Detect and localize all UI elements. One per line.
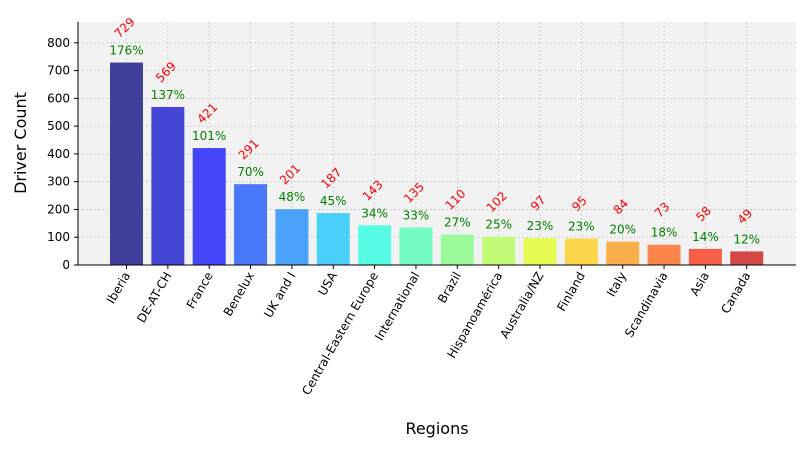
percent-label: 27% — [444, 215, 471, 229]
percent-label: 18% — [651, 226, 678, 240]
y-tick-label: 500 — [47, 119, 70, 133]
bar — [564, 238, 598, 265]
x-tick-label: Australia/NZ — [497, 270, 546, 341]
percent-label: 12% — [733, 232, 760, 246]
y-tick-label: 100 — [47, 230, 70, 244]
x-ticks: Iberia DE-AT-CH France Benelux UK and I USACe… — [104, 265, 753, 397]
y-tick-label: 400 — [47, 147, 70, 161]
bars — [110, 62, 764, 266]
bar — [110, 62, 143, 265]
plot-area — [78, 22, 796, 265]
x-tick-label: Finland — [554, 270, 588, 314]
bar — [192, 148, 226, 265]
percent-label: 34% — [361, 206, 388, 220]
y-tick-label: 0 — [62, 258, 70, 272]
percent-label: 137% — [151, 88, 185, 102]
y-tick-label: 600 — [47, 91, 70, 105]
percent-label: 70% — [237, 165, 264, 179]
bar — [151, 106, 185, 266]
bar — [399, 227, 433, 265]
bar — [647, 244, 681, 265]
y-axis-title: Driver Count — [11, 92, 30, 194]
bar — [440, 234, 474, 265]
percent-label: 33% — [403, 209, 430, 223]
x-tick-label: Asia — [687, 270, 712, 299]
x-tick-label: Canada — [718, 270, 753, 317]
percent-label: 48% — [279, 190, 306, 204]
bar — [358, 225, 392, 265]
percent-label: 176% — [109, 44, 143, 58]
x-tick-label: Brazil — [435, 270, 464, 306]
bar — [523, 238, 557, 265]
x-tick-label: Scandinavia — [622, 270, 671, 340]
x-tick-label: Central-Eastern Europe — [299, 269, 381, 397]
x-tick-label: UK and I — [261, 270, 298, 321]
y-tick-label: 200 — [47, 202, 70, 216]
x-axis-title: Regions — [405, 419, 468, 438]
y-tick-label: 700 — [47, 64, 70, 78]
percent-label: 101% — [192, 129, 226, 143]
y-tick-label: 800 — [47, 36, 70, 50]
x-tick-label: DE-AT-CH — [134, 270, 174, 326]
x-tick-label: France — [184, 270, 216, 312]
x-tick-label: Benelux — [221, 270, 257, 319]
bar — [316, 213, 350, 265]
percent-label: 14% — [692, 230, 719, 244]
bar — [275, 209, 309, 265]
percent-label: 23% — [568, 220, 595, 234]
percent-label: 45% — [320, 194, 347, 208]
y-ticks: 0 100 200 300 400 500 600 700 800 — [47, 36, 78, 272]
x-tick-label: Iberia — [104, 270, 133, 307]
x-tick-label: Italy — [604, 270, 629, 300]
bar — [234, 184, 268, 265]
percent-label: 25% — [485, 218, 512, 232]
y-tick-label: 300 — [47, 175, 70, 189]
bar — [482, 236, 516, 265]
x-tick-label: International — [372, 270, 422, 343]
percent-label: 23% — [527, 219, 554, 233]
x-tick-label: USA — [315, 269, 340, 298]
bar — [730, 251, 764, 265]
bar — [688, 248, 722, 265]
bar — [606, 241, 640, 265]
percent-label: 20% — [609, 223, 636, 237]
